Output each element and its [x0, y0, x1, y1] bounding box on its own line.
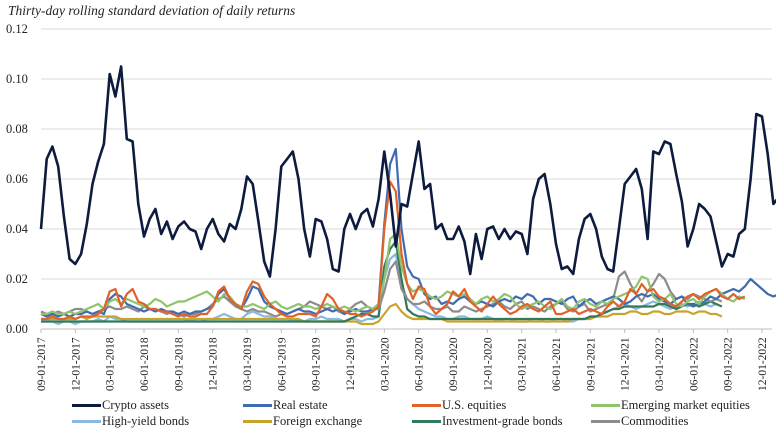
- y-tick-label: 0.12: [6, 22, 28, 36]
- x-tick-label: 09-01-2017: [36, 337, 48, 391]
- y-axis-ticks: 0.00 0.02 0.04 0.06 0.08 0.10 0.12: [6, 22, 29, 336]
- x-tick-label: 09-01-2019: [311, 337, 323, 391]
- x-tick-label: 06-01-2020: [414, 337, 426, 391]
- x-tick-label: 06-01-2021: [551, 337, 563, 391]
- x-tick-label: 12-01-2021: [620, 337, 632, 391]
- x-tick-label: 12-01-2022: [757, 337, 769, 391]
- y-tick-label: 0.06: [6, 172, 28, 186]
- x-axis: 09-01-2017 12-01-2017 03-01-2018 06-01-2018…: [36, 328, 772, 391]
- gridlines: [41, 28, 772, 280]
- series-line-real-estate: [40, 147, 776, 318]
- y-tick-label: 0.00: [6, 322, 28, 336]
- x-tick-label: 03-01-2018: [105, 337, 117, 391]
- x-tick-label: 12-01-2017: [70, 337, 82, 391]
- x-tick-label: 03-01-2021: [517, 337, 529, 391]
- series-line-crypto-assets: [39, 65, 776, 278]
- x-tick-label: 12-01-2018: [208, 337, 220, 391]
- x-tick-label: 09-01-2022: [723, 337, 735, 391]
- x-tick-label: 09-01-2021: [585, 337, 597, 391]
- x-tick-label: 03-01-2020: [379, 337, 391, 391]
- x-tick-label: 06-01-2018: [139, 337, 151, 391]
- x-tick-label: 09-01-2018: [173, 337, 185, 391]
- x-tick-label: 12-01-2019: [345, 337, 357, 391]
- chart-title: Thirty-day rolling standard deviation of…: [8, 3, 296, 18]
- series-lines: [39, 65, 776, 326]
- y-tick-label: 0.08: [6, 122, 28, 136]
- series-line-u-s-equities: [41, 180, 746, 321]
- y-tick-label: 0.04: [6, 222, 29, 236]
- y-tick-label: 0.10: [6, 72, 28, 86]
- x-tick-label: 12-01-2020: [482, 337, 494, 391]
- x-tick-label: 06-01-2019: [276, 337, 288, 391]
- x-tick-label: 09-01-2020: [448, 337, 460, 391]
- x-tick-label: 06-01-2022: [688, 337, 700, 391]
- y-tick-label: 0.02: [6, 272, 28, 286]
- x-tick-label: 03-01-2019: [242, 337, 254, 391]
- series-line-foreign-exchange: [41, 302, 723, 326]
- x-tick-label: 03-01-2022: [654, 337, 666, 391]
